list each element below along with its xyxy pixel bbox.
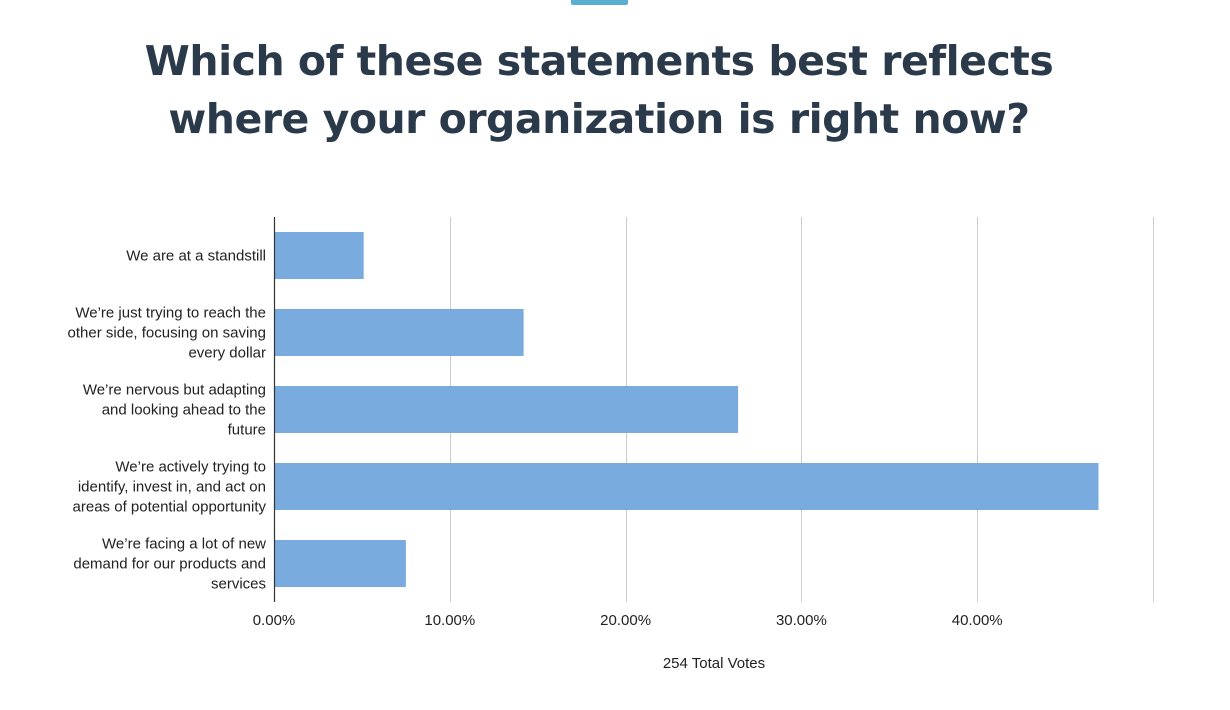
x-axis-label: 254 Total Votes: [663, 655, 765, 672]
x-tick-label-5: 40.00%: [952, 612, 1003, 629]
category-label-1: We are at a standstill: [126, 248, 266, 265]
x-tick-label-4: 30.00%: [776, 612, 827, 629]
category-label-5: We’re facing a lot of new demand for our …: [73, 536, 266, 593]
bar-4: [274, 463, 1099, 510]
category-label-3: We’re nervous but adapting and looking ah…: [83, 382, 266, 439]
chart-title: Which of these statements best reflects …: [0, 32, 1198, 148]
chart-title-line-1: Which of these statements best reflects: [144, 37, 1054, 85]
category-label-4: We’re actively trying to identify, invest…: [73, 459, 267, 516]
x-tick-label-3: 20.00%: [600, 612, 651, 629]
category-label-2: We’re just trying to reach the other side…: [68, 305, 266, 362]
chart-title-line-2: where your organization is right now?: [168, 95, 1030, 143]
bar-5: [274, 540, 406, 587]
bar-2: [274, 309, 524, 356]
bar-3: [274, 386, 739, 433]
x-tick-label-2: 10.00%: [424, 612, 475, 629]
accent-line: [571, 0, 628, 5]
x-tick-label-1: 0.00%: [253, 612, 296, 629]
bar-1: [274, 232, 364, 279]
